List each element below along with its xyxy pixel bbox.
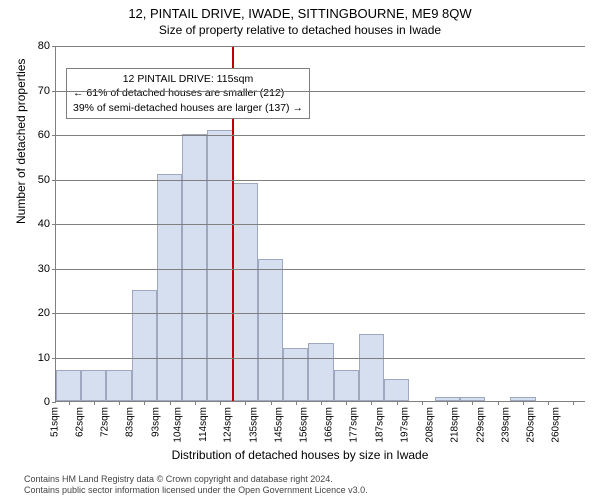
x-tick-label: 114sqm	[196, 407, 209, 442]
x-tick-mark	[170, 401, 171, 405]
x-tick-label: 93sqm	[148, 407, 161, 437]
annotation-line3: 39% of semi-detached houses are larger (…	[73, 101, 303, 115]
histogram-bar	[157, 174, 182, 401]
gridline-h	[56, 135, 585, 136]
gridline-h	[56, 224, 585, 225]
y-tick-label: 10	[38, 352, 56, 364]
x-tick-mark	[271, 401, 272, 405]
histogram-bar	[233, 183, 258, 401]
y-tick-label: 30	[38, 263, 56, 275]
x-tick-mark	[144, 401, 145, 405]
x-tick-label: 218sqm	[448, 407, 461, 443]
x-tick-label: 83sqm	[123, 407, 136, 437]
x-tick-label: 197sqm	[398, 407, 411, 443]
x-tick-label: 124sqm	[221, 407, 234, 443]
gridline-h	[56, 358, 585, 359]
x-tick-label: 166sqm	[322, 407, 335, 443]
histogram-bar	[207, 130, 232, 401]
x-tick-label: 135sqm	[246, 407, 259, 443]
annotation-line2: ← 61% of detached houses are smaller (21…	[73, 86, 303, 100]
histogram-bar	[106, 370, 131, 401]
y-tick-label: 80	[38, 40, 56, 52]
y-tick-label: 60	[38, 129, 56, 141]
chart-title-main: 12, PINTAIL DRIVE, IWADE, SITTINGBOURNE,…	[0, 0, 600, 21]
histogram-bar	[182, 134, 207, 401]
x-tick-mark	[245, 401, 246, 405]
gridline-h	[56, 46, 585, 47]
gridline-h	[56, 269, 585, 270]
x-tick-label: 208sqm	[423, 407, 436, 443]
y-axis-title: Number of detached properties	[14, 59, 28, 224]
histogram-bar	[359, 334, 384, 401]
x-tick-mark	[472, 401, 473, 405]
footer-attribution: Contains HM Land Registry data © Crown c…	[24, 474, 368, 497]
footer-line1: Contains HM Land Registry data © Crown c…	[24, 474, 368, 485]
x-tick-label: 250sqm	[524, 407, 537, 443]
x-tick-label: 104sqm	[171, 407, 184, 443]
x-tick-mark	[321, 401, 322, 405]
x-tick-mark	[573, 401, 574, 405]
x-tick-mark	[523, 401, 524, 405]
x-tick-mark	[498, 401, 499, 405]
x-tick-label: 51sqm	[47, 407, 60, 437]
histogram-bar	[132, 290, 157, 401]
x-tick-mark	[447, 401, 448, 405]
x-tick-mark	[397, 401, 398, 405]
histogram-bar	[384, 379, 409, 401]
x-tick-mark	[195, 401, 196, 405]
x-tick-label: 187sqm	[372, 407, 385, 443]
y-tick-label: 40	[38, 218, 56, 230]
x-tick-mark	[119, 401, 120, 405]
x-tick-label: 177sqm	[347, 407, 360, 443]
x-axis-title: Distribution of detached houses by size …	[0, 448, 600, 462]
x-tick-mark	[296, 401, 297, 405]
x-tick-label: 156sqm	[297, 407, 310, 443]
histogram-bar	[283, 348, 308, 401]
histogram-bar	[334, 370, 359, 401]
x-tick-label: 145sqm	[271, 407, 284, 443]
gridline-h	[56, 180, 585, 181]
y-tick-label: 20	[38, 307, 56, 319]
histogram-bar	[258, 259, 283, 401]
x-tick-mark	[548, 401, 549, 405]
footer-line2: Contains public sector information licen…	[24, 485, 368, 496]
x-tick-label: 229sqm	[473, 407, 486, 443]
histogram-bar	[56, 370, 81, 401]
x-tick-mark	[346, 401, 347, 405]
x-tick-label: 260sqm	[549, 407, 562, 443]
histogram-bar	[308, 343, 333, 401]
x-tick-mark	[371, 401, 372, 405]
x-tick-label: 72sqm	[98, 407, 111, 437]
x-tick-mark	[220, 401, 221, 405]
x-tick-label: 62sqm	[72, 407, 85, 437]
x-tick-label: 239sqm	[499, 407, 512, 443]
gridline-h	[56, 91, 585, 92]
gridline-h	[56, 313, 585, 314]
x-tick-mark	[94, 401, 95, 405]
annotation-line1: 12 PINTAIL DRIVE: 115sqm	[73, 72, 303, 86]
chart-plot-area: 12 PINTAIL DRIVE: 115sqm ← 61% of detach…	[55, 46, 585, 402]
x-tick-mark	[422, 401, 423, 405]
y-tick-label: 50	[38, 174, 56, 186]
chart-title-sub: Size of property relative to detached ho…	[0, 21, 600, 37]
histogram-bar	[81, 370, 106, 401]
y-tick-label: 70	[38, 85, 56, 97]
x-tick-mark	[69, 401, 70, 405]
annotation-box: 12 PINTAIL DRIVE: 115sqm ← 61% of detach…	[66, 68, 310, 119]
